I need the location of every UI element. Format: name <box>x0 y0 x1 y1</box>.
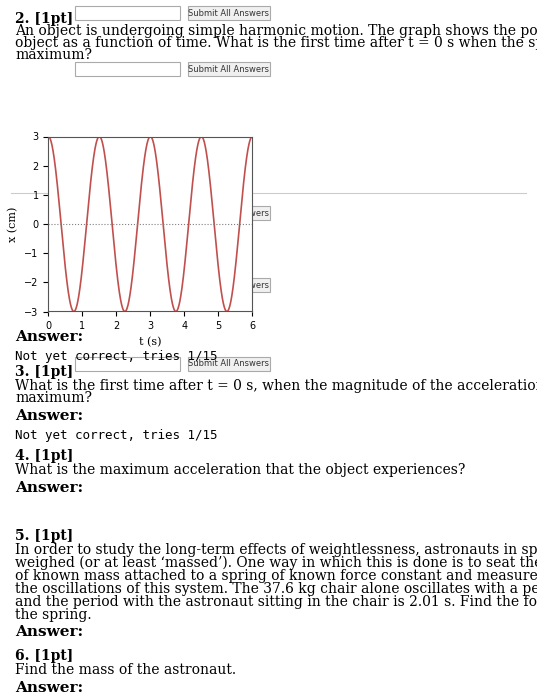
Bar <box>75 62 180 76</box>
Text: 6. [1pt]: 6. [1pt] <box>15 649 73 663</box>
Text: 4. [1pt]: 4. [1pt] <box>15 449 74 463</box>
Text: Submit All Answers: Submit All Answers <box>188 281 270 290</box>
Bar <box>188 206 270 220</box>
Text: An object is undergoing simple harmonic motion. The graph shows the position of : An object is undergoing simple harmonic … <box>15 24 537 38</box>
Text: of known mass attached to a spring of known force constant and measure the perio: of known mass attached to a spring of kn… <box>15 569 537 583</box>
Text: Not yet correct, tries 1/15: Not yet correct, tries 1/15 <box>15 429 217 442</box>
Bar <box>188 278 270 292</box>
Bar <box>75 278 180 292</box>
Text: maximum?: maximum? <box>15 48 92 62</box>
Text: Submit All Answers: Submit All Answers <box>188 360 270 368</box>
Text: and the period with the astronaut sitting in the chair is 2.01 s. Find the force: and the period with the astronaut sittin… <box>15 595 537 609</box>
Text: Answer:: Answer: <box>15 481 83 495</box>
Text: What is the first time after t = 0 s, when the magnitude of the acceleration is : What is the first time after t = 0 s, wh… <box>15 379 537 393</box>
Text: Submit All Answers: Submit All Answers <box>188 209 270 218</box>
Text: Not yet correct, tries 1/15: Not yet correct, tries 1/15 <box>15 350 217 363</box>
Text: 3. [1pt]: 3. [1pt] <box>15 365 73 379</box>
Text: maximum?: maximum? <box>15 391 92 405</box>
Text: 5. [1pt]: 5. [1pt] <box>15 529 73 543</box>
Y-axis label: x (cm): x (cm) <box>9 206 19 242</box>
Text: What is the maximum acceleration that the object experiences?: What is the maximum acceleration that th… <box>15 463 466 477</box>
Bar <box>75 6 180 20</box>
Text: Submit All Answers: Submit All Answers <box>188 8 270 18</box>
Bar <box>188 62 270 76</box>
Text: Answer:: Answer: <box>15 409 83 423</box>
Text: the oscillations of this system. The 37.6 kg chair alone oscillates with a perio: the oscillations of this system. The 37.… <box>15 582 537 596</box>
Bar <box>75 206 180 220</box>
Bar <box>188 357 270 371</box>
Text: Find the mass of the astronaut.: Find the mass of the astronaut. <box>15 663 236 677</box>
X-axis label: t (s): t (s) <box>139 337 162 347</box>
Text: Submit All Answers: Submit All Answers <box>188 64 270 74</box>
Bar <box>188 6 270 20</box>
Text: weighed (or at least ‘massed’). One way in which this is done is to seat them in: weighed (or at least ‘massed’). One way … <box>15 556 537 570</box>
Bar <box>75 357 180 371</box>
Text: the spring.: the spring. <box>15 608 92 622</box>
Text: Answer:: Answer: <box>15 625 83 639</box>
Text: 2. [1pt]: 2. [1pt] <box>15 12 73 26</box>
Text: object as a function of time. What is the first time after t = 0 s when the spee: object as a function of time. What is th… <box>15 36 537 50</box>
Text: Answer:: Answer: <box>15 681 83 695</box>
Text: Answer:: Answer: <box>15 330 83 344</box>
Text: In order to study the long-term effects of weightlessness, astronauts in space m: In order to study the long-term effects … <box>15 543 537 557</box>
